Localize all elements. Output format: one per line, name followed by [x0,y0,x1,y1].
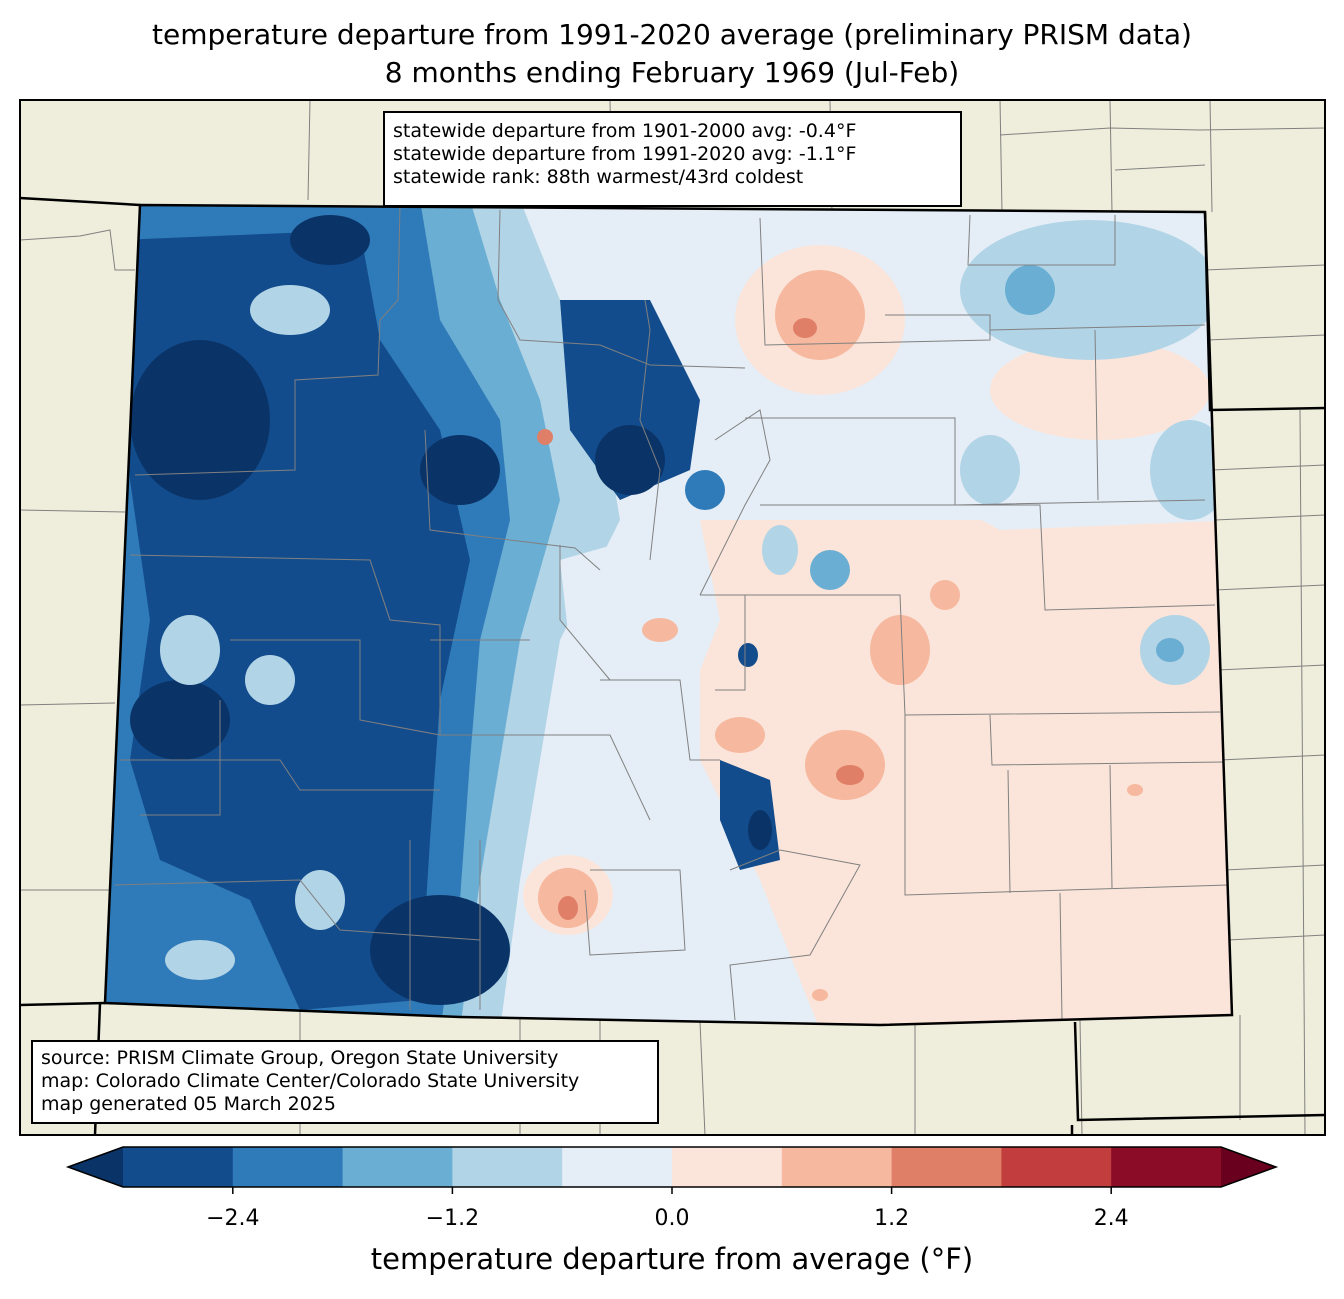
stats-departure-1991-2020: statewide departure from 1991-2020 avg: … [393,143,857,165]
credits-map: map: Colorado Climate Center/Colorado St… [41,1070,580,1092]
colorbar-tick-label: 2.4 [1093,1206,1129,1231]
colorbar-tick-label: −2.4 [206,1206,260,1231]
credits-source: source: PRISM Climate Group, Oregon Stat… [41,1047,559,1069]
colorbar-tick-label: −1.2 [425,1206,480,1231]
stats-rank: statewide rank: 88th warmest/43rd coldes… [393,166,804,188]
oklahoma-border [1073,1021,1326,1122]
credits-box: source: PRISM Climate Group, Oregon Stat… [31,1040,659,1124]
temperature-contour-field [105,205,1232,1025]
credits-generated: map generated 05 March 2025 [41,1093,336,1115]
statewide-stats-box: statewide departure from 1901-2000 avg: … [383,111,962,207]
colorbar-tick-label: 1.2 [874,1206,910,1231]
map-title-line-2: 8 months ending February 1969 (Jul-Feb) [384,56,960,89]
county-boundaries [114,205,1229,1021]
colorbar-tick-label: 0.0 [654,1206,690,1231]
stats-departure-1901-2000: statewide departure from 1901-2000 avg: … [393,120,857,142]
map-frame [19,99,1326,1136]
map-title-line-1: temperature departure from 1991-2020 ave… [152,18,1192,51]
wyoming-utah-border [19,196,141,207]
new-mexico-border [19,1001,106,1007]
colorbar-label: temperature departure from average (°F) [370,1242,974,1276]
nebraska-border [1203,211,1326,412]
